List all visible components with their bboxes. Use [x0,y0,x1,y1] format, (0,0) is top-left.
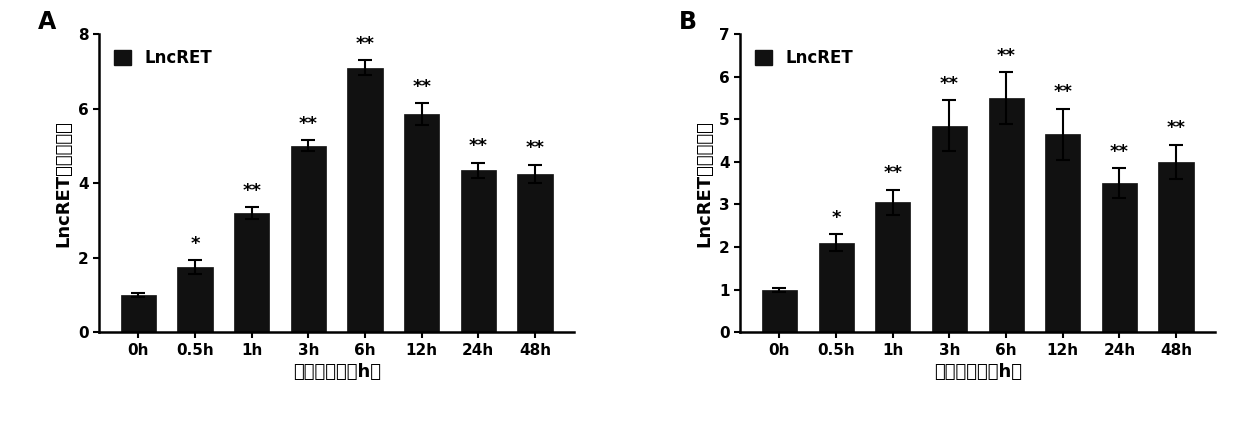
Bar [818,243,853,332]
Text: **: ** [242,182,262,200]
Bar [347,68,382,332]
Legend: LncRET: LncRET [749,43,859,74]
Text: *: * [831,209,841,227]
Text: *: * [190,235,200,253]
Text: **: ** [997,47,1016,65]
Bar [177,267,212,332]
Bar [761,290,797,332]
Legend: LncRET: LncRET [108,43,218,74]
Text: **: ** [356,35,374,53]
Text: B: B [678,10,697,34]
Text: **: ** [299,115,317,133]
X-axis label: 辐射后时间（h）: 辐射后时间（h） [934,363,1022,381]
Text: **: ** [526,139,544,157]
Text: A: A [37,10,56,34]
Bar [404,114,439,332]
Bar [290,146,326,332]
Text: **: ** [883,164,903,182]
Bar [1158,162,1194,332]
Bar [234,213,269,332]
Bar [875,202,910,332]
Text: **: ** [1110,143,1128,161]
Text: **: ** [412,78,432,95]
Bar [517,174,553,332]
Bar [461,170,496,332]
Text: **: ** [469,137,487,155]
Bar [988,98,1024,332]
Text: **: ** [940,75,959,93]
X-axis label: 辐射后时间（h）: 辐射后时间（h） [293,363,381,381]
Bar [1045,134,1080,332]
Y-axis label: LncRET相对表达量: LncRET相对表达量 [55,120,72,247]
Text: **: ** [1053,83,1073,101]
Y-axis label: LncRET相对表达量: LncRET相对表达量 [696,120,713,247]
Bar [932,126,967,332]
Text: **: ** [1167,119,1185,137]
Bar [1102,183,1137,332]
Bar [120,295,156,332]
